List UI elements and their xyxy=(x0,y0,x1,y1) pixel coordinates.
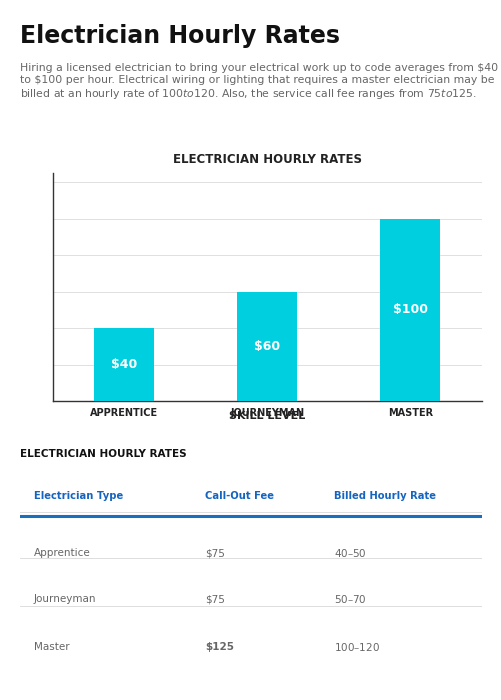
Text: Journeyman: Journeyman xyxy=(34,594,96,604)
Text: Billed Hourly Rate: Billed Hourly Rate xyxy=(334,491,435,500)
Text: $100 – $120: $100 – $120 xyxy=(334,641,379,653)
Text: SKILL LEVEL: SKILL LEVEL xyxy=(229,411,305,421)
Bar xyxy=(380,218,439,401)
Text: $125: $125 xyxy=(204,642,233,652)
Text: Master: Master xyxy=(34,642,70,652)
Text: Hiring a licensed electrician to bring your electrical work up to code averages : Hiring a licensed electrician to bring y… xyxy=(20,63,497,101)
Text: COST PER HOUR: COST PER HOUR xyxy=(31,316,37,380)
Text: ELECTRICIAN HOURLY RATES: ELECTRICIAN HOURLY RATES xyxy=(20,449,186,459)
Text: $75: $75 xyxy=(204,594,224,604)
Text: $50 – $70: $50 – $70 xyxy=(334,593,366,605)
Text: $40 – $50: $40 – $50 xyxy=(334,547,366,559)
Text: $60: $60 xyxy=(254,340,280,353)
Text: Call-Out Fee: Call-Out Fee xyxy=(204,491,273,500)
Text: HomeGuide: HomeGuide xyxy=(30,221,38,269)
Text: Electrician Type: Electrician Type xyxy=(34,491,123,500)
Text: $100: $100 xyxy=(392,303,427,316)
Bar xyxy=(237,292,297,401)
Title: ELECTRICIAN HOURLY RATES: ELECTRICIAN HOURLY RATES xyxy=(172,153,361,166)
Text: Apprentice: Apprentice xyxy=(34,548,91,558)
Bar xyxy=(94,328,154,401)
Text: $75: $75 xyxy=(204,548,224,558)
Text: Electrician Hourly Rates: Electrician Hourly Rates xyxy=(20,24,339,48)
Text: $40: $40 xyxy=(111,358,137,371)
